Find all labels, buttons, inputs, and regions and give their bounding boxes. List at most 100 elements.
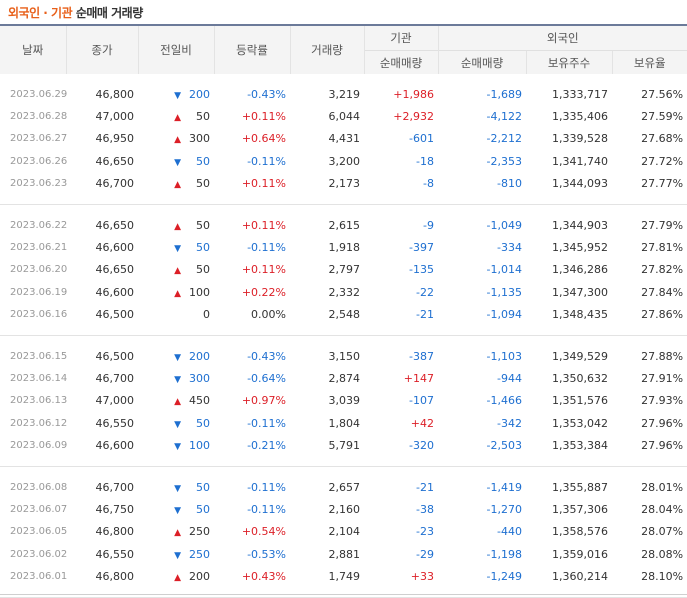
foreign-net-cell: -810 (497, 177, 522, 191)
holdings-cell: 1,344,093 (552, 177, 608, 191)
inst-net-cell: -22 (416, 285, 434, 299)
rate-cell: -0.11% (247, 416, 286, 430)
holdrate-cell: 28.08% (641, 547, 684, 561)
holdings-cell: 1,353,042 (552, 416, 608, 430)
volume-cell: 6,044 (328, 110, 361, 124)
table-row: 2023.06.02 46,550 ▼ 250 -0.53% 2,881 -29 -1,198… (0, 543, 687, 565)
group-top-spacer (0, 466, 687, 476)
change-value: 0 (203, 308, 210, 322)
holdings-cell: 1,353,384 (552, 439, 608, 453)
down-arrow-icon: ▼ (174, 90, 181, 101)
foreign-net-cell: -1,689 (486, 87, 522, 101)
rate-cell: +0.11% (241, 177, 286, 191)
change-value: 50 (196, 241, 210, 255)
foreign-net-cell: -1,049 (486, 218, 522, 232)
holdrate-cell: 27.88% (641, 349, 684, 363)
volume-cell: 3,219 (328, 87, 361, 101)
title-main: 순매매 거래량 (75, 6, 143, 20)
header-institution: 기관 (363, 24, 438, 51)
change-cell: ▲ 200 (138, 565, 214, 587)
change-value: 50 (196, 416, 210, 430)
rate-cell: -0.11% (247, 154, 286, 168)
inst-net-cell: +1,986 (393, 87, 434, 101)
rate-cell: -0.11% (247, 480, 286, 494)
rate-cell: +0.11% (241, 263, 286, 277)
volume-cell: 2,173 (328, 177, 361, 191)
up-arrow-icon: ▲ (174, 528, 181, 539)
close-cell: 46,500 (95, 349, 135, 363)
inst-net-cell: -320 (409, 439, 434, 453)
rate-cell: +0.11% (241, 110, 286, 124)
holdings-cell: 1,351,576 (552, 394, 608, 408)
change-value: 200 (189, 87, 210, 101)
foreign-net-cell: -440 (497, 525, 522, 539)
table-row: 2023.06.28 47,000 ▲ 50 +0.11% 6,044 +2,932 -4,1… (0, 105, 687, 127)
rate-cell: -0.53% (247, 547, 286, 561)
table-bottom-divider (0, 594, 687, 595)
table-row: 2023.06.12 46,550 ▼ 50 -0.11% 1,804 +42 -342 1,3… (0, 412, 687, 434)
inst-net-cell: +2,932 (393, 110, 434, 124)
change-cell: ▼ 50 (138, 476, 214, 498)
volume-cell: 2,332 (328, 285, 361, 299)
volume-cell: 2,797 (328, 263, 361, 277)
rate-cell: +0.97% (241, 394, 286, 408)
table-row: 2023.06.19 46,600 ▲ 100 +0.22% 2,332 -22 -1,135… (0, 281, 687, 303)
down-arrow-icon: ▼ (174, 352, 181, 363)
down-arrow-icon: ▼ (174, 550, 181, 561)
group-divider (0, 325, 687, 336)
change-cell: ▼ 50 (138, 412, 214, 434)
inst-net-cell: +42 (410, 416, 434, 430)
date-cell: 2023.06.21 (10, 242, 68, 254)
foreign-net-cell: -2,212 (486, 132, 522, 146)
holdings-cell: 1,350,632 (552, 371, 608, 385)
table-row: 2023.06.13 47,000 ▲ 450 +0.97% 3,039 -107 -1,46… (0, 390, 687, 412)
holdings-cell: 1,333,717 (552, 87, 608, 101)
date-cell: 2023.06.14 (10, 372, 68, 384)
inst-net-cell: -8 (423, 177, 434, 191)
change-value: 300 (189, 132, 210, 146)
date-cell: 2023.06.13 (10, 395, 68, 407)
holdrate-cell: 27.56% (641, 87, 684, 101)
rate-cell: 0.00% (251, 308, 286, 322)
foreign-net-cell: -342 (497, 416, 522, 430)
holdings-cell: 1,344,903 (552, 218, 608, 232)
date-cell: 2023.06.23 (10, 178, 68, 190)
inst-net-cell: -397 (409, 241, 434, 255)
volume-cell: 1,804 (328, 416, 361, 430)
holdings-cell: 1,346,286 (552, 263, 608, 277)
change-value: 50 (196, 177, 210, 191)
down-arrow-icon: ▼ (174, 419, 181, 430)
down-arrow-icon: ▼ (174, 442, 181, 453)
holdings-cell: 1,335,406 (552, 110, 608, 124)
holdrate-cell: 28.10% (641, 570, 684, 584)
down-arrow-icon: ▼ (174, 374, 181, 385)
inst-net-cell: -38 (416, 502, 434, 516)
header-holdrate: 보유율 (611, 50, 687, 74)
change-cell: ▼ 50 (138, 236, 214, 258)
down-arrow-icon: ▼ (174, 505, 181, 516)
change-value: 100 (189, 285, 210, 299)
close-cell: 46,700 (95, 371, 135, 385)
foreign-net-cell: -1,466 (486, 394, 522, 408)
header-change: 전일비 (137, 24, 214, 74)
table-row: 2023.06.27 46,950 ▲ 300 +0.64% 4,431 -601 -2,21… (0, 128, 687, 150)
date-cell: 2023.06.08 (10, 481, 68, 493)
holdings-cell: 1,358,576 (552, 525, 608, 539)
holdrate-cell: 27.86% (641, 308, 684, 322)
table-row: 2023.06.01 46,800 ▲ 200 +0.43% 1,749 +33 -1,249… (0, 565, 687, 587)
table-row: 2023.06.14 46,700 ▼ 300 -0.64% 2,874 +147 -944 1… (0, 367, 687, 389)
inst-net-cell: -18 (416, 154, 434, 168)
up-arrow-icon: ▲ (174, 135, 181, 146)
change-value: 50 (196, 263, 210, 277)
date-cell: 2023.06.02 (10, 548, 68, 560)
change-cell: ▲ 50 (138, 259, 214, 281)
holdrate-cell: 27.68% (641, 132, 684, 146)
date-cell: 2023.06.19 (10, 286, 68, 298)
holdings-cell: 1,359,016 (552, 547, 608, 561)
change-cell: ▼ 100 (138, 434, 214, 456)
volume-cell: 1,749 (328, 570, 361, 584)
change-value: 450 (189, 394, 210, 408)
up-arrow-icon: ▲ (174, 221, 181, 232)
holdrate-cell: 27.96% (641, 439, 684, 453)
group-top-spacer (0, 74, 687, 83)
